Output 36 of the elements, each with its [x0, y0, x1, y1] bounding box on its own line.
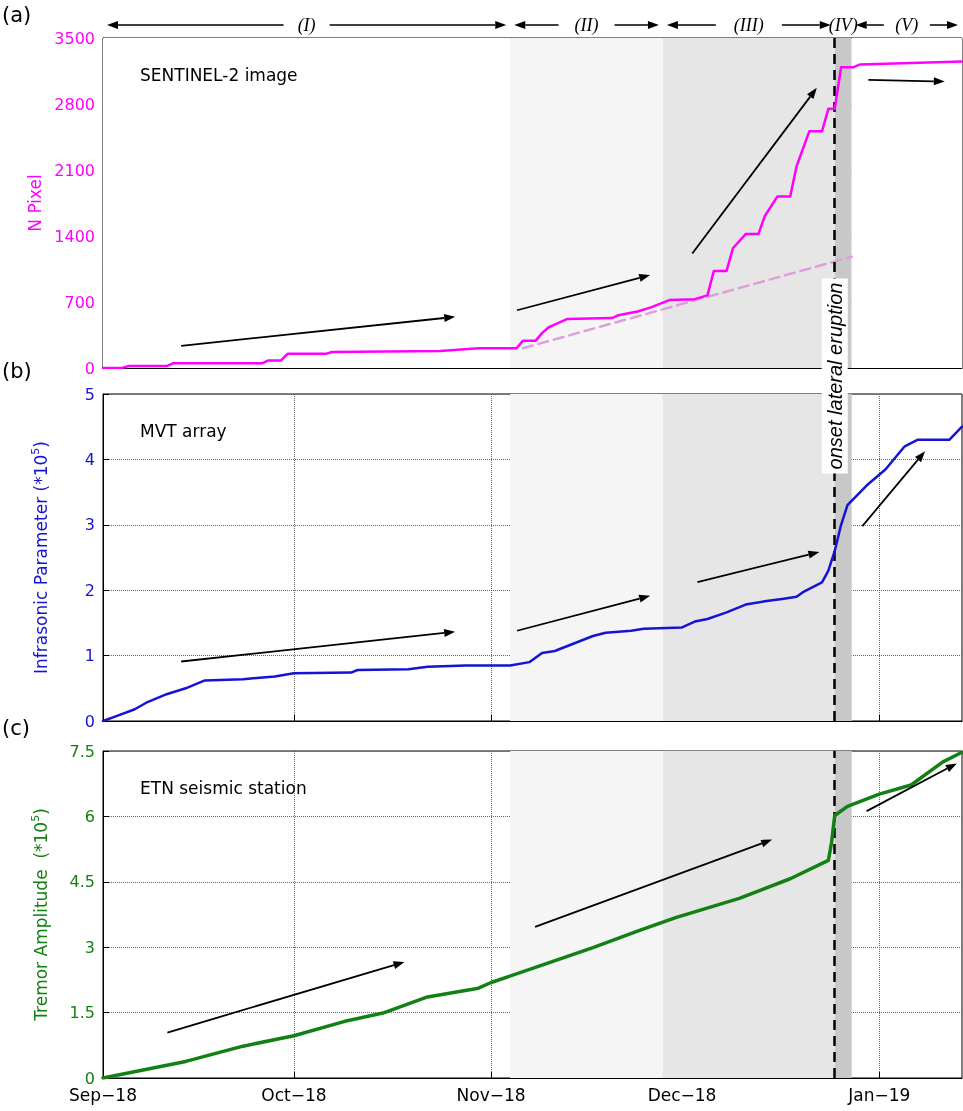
text: SENTINEL-2 image	[140, 64, 298, 85]
y-tick-label: 0	[84, 358, 95, 378]
y-tick-label: 0	[84, 711, 95, 731]
x-tick-label: Dec−18	[647, 1084, 717, 1105]
band-label: (IV)	[828, 15, 858, 36]
band-label: (III)	[733, 15, 764, 36]
y-tick-label: 3	[84, 937, 95, 957]
text: (c)	[2, 715, 30, 740]
y-tick-label: 1.5	[69, 1003, 95, 1023]
y-axis-title: N Pixel	[24, 174, 45, 232]
y-tick-label: 4	[84, 449, 95, 469]
y-tick-label: 6	[84, 806, 95, 826]
y-tick-label: 1	[84, 646, 95, 666]
x-tick-label: Nov−18	[456, 1084, 526, 1105]
y-tick-label: 3	[84, 515, 95, 535]
y-tick-label: 2100	[54, 160, 95, 180]
text: MVT array	[140, 420, 227, 441]
y-tick-label: 2800	[54, 94, 95, 114]
y-tick-label: 7.5	[69, 741, 95, 761]
y-tick-label: 3500	[54, 28, 95, 48]
y-tick-label: 700	[64, 292, 95, 312]
x-tick-label: Oct−18	[261, 1084, 327, 1105]
text: ETN seismic station	[140, 777, 307, 798]
y-tick-label: 4.5	[69, 872, 95, 892]
y-axis-title: Tremor Amplitude (*105)	[29, 808, 51, 1022]
x-tick-label: Jan−19	[847, 1084, 911, 1105]
ref-line-label: onset lateral eruption	[823, 282, 846, 470]
y-tick-label: 5	[84, 384, 95, 404]
y-tick-label: 1400	[54, 226, 95, 246]
y-tick-label: 2	[84, 580, 95, 600]
text: (a)	[2, 2, 32, 27]
band-label: (II)	[574, 15, 599, 36]
y-axis-title: Infrasonic Parameter (*105)	[29, 441, 51, 674]
band-label: (I)	[297, 15, 316, 36]
text: (b)	[2, 358, 32, 383]
band-label: (V)	[895, 15, 919, 36]
